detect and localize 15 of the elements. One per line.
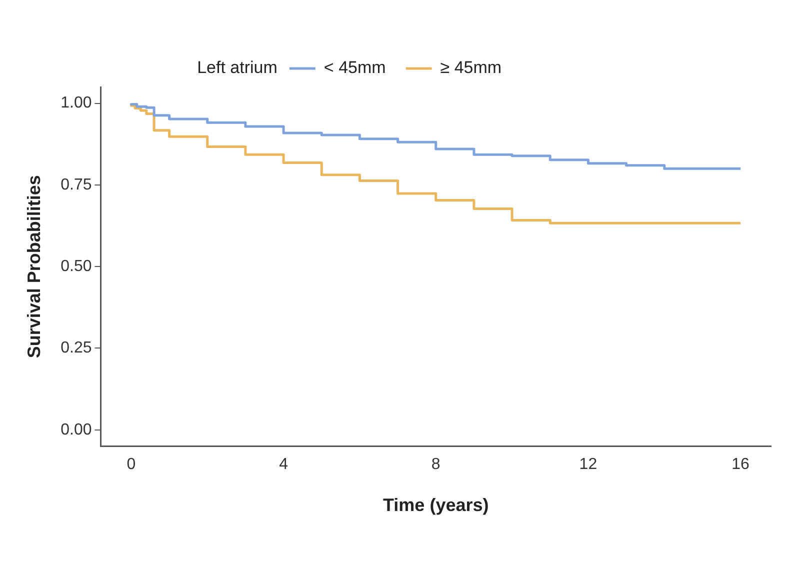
x-axis-title: Time (years) — [383, 495, 489, 516]
x-tick-label: 16 — [732, 456, 750, 474]
y-tick-label: 0.00 — [60, 421, 92, 438]
x-tick-label: 0 — [126, 456, 136, 474]
y-axis-title: Survival Probabilities — [24, 175, 44, 358]
legend-label: ≥ 45mm — [440, 58, 502, 78]
legend-label: < 45mm — [324, 58, 386, 78]
legend-title: Left atrium — [197, 58, 278, 78]
y-tick-label: 0.75 — [60, 176, 92, 194]
x-tick-label: 12 — [579, 456, 598, 474]
y-tick-label: 0.50 — [60, 258, 92, 276]
y-tick-label: 1.00 — [60, 94, 92, 112]
x-tick-label: 8 — [431, 456, 440, 474]
y-tick-label: 0.25 — [60, 340, 92, 357]
x-tick-label: 4 — [279, 456, 288, 474]
